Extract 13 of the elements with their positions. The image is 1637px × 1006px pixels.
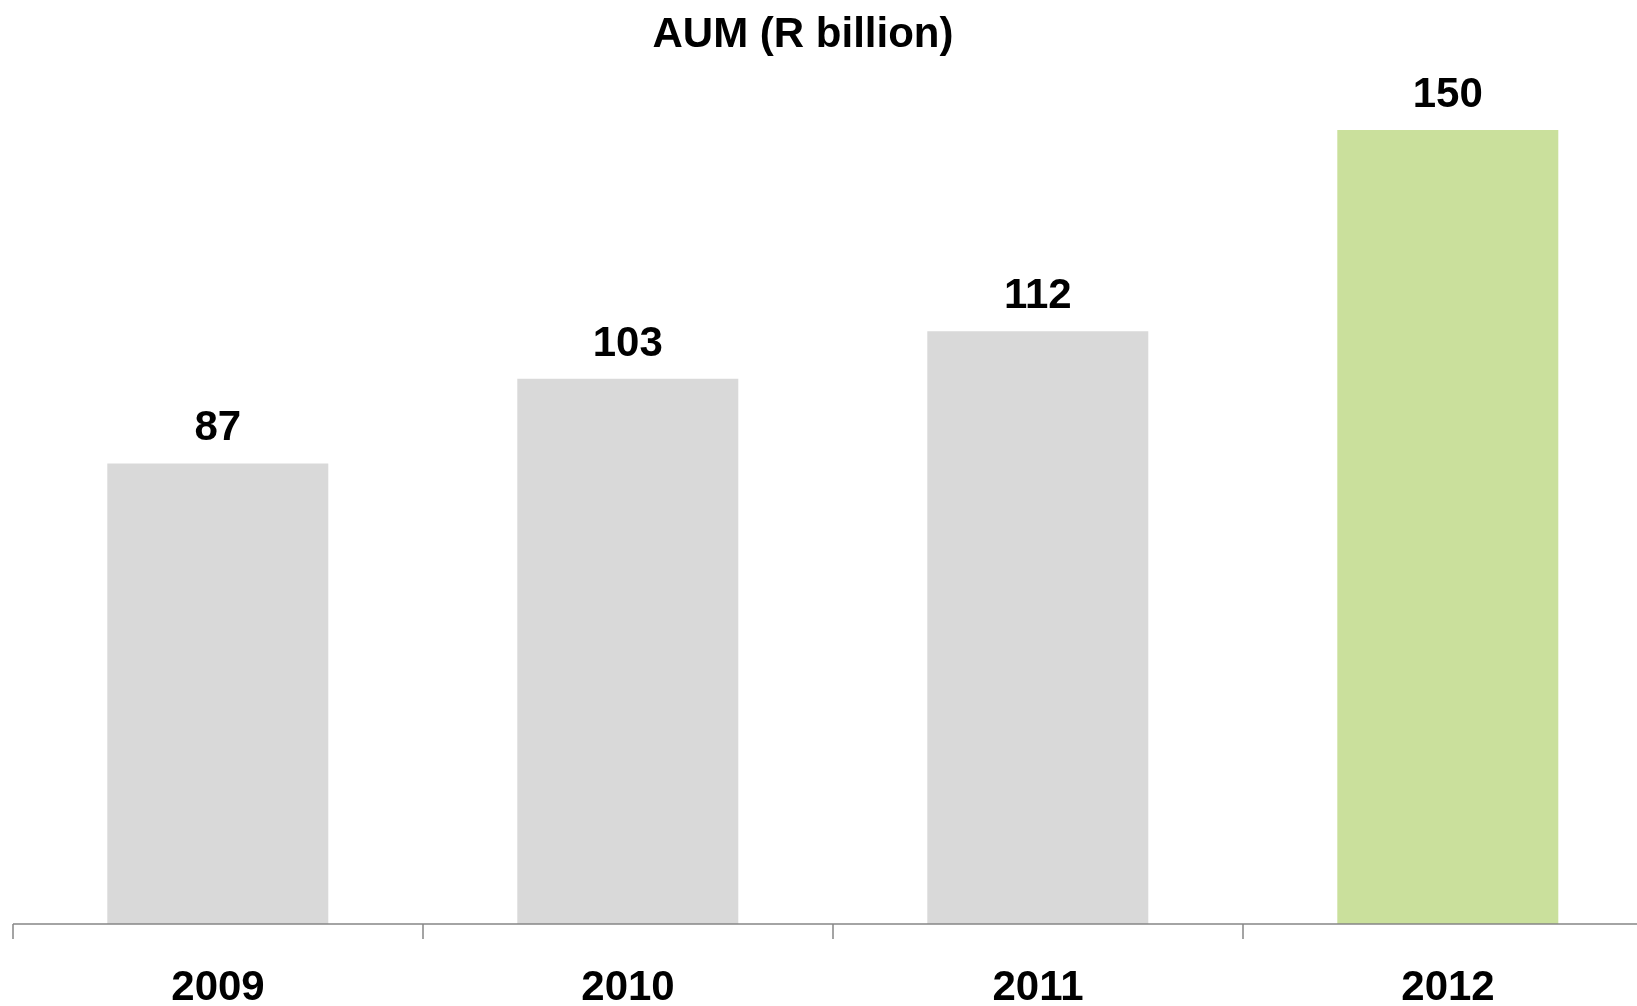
data-label: 150: [1412, 69, 1483, 116]
bar: [107, 463, 329, 924]
x-tick-label: 2012: [1401, 962, 1495, 1006]
data-label: 87: [194, 402, 242, 450]
bar: [1337, 130, 1559, 924]
data-label: 103: [592, 317, 663, 365]
data-label: 112: [1003, 270, 1072, 318]
bar: [517, 378, 739, 924]
x-tick-label: 2009: [171, 962, 265, 1006]
x-tick-label: 2010: [581, 962, 675, 1006]
x-tick-label: 2011: [992, 962, 1084, 1006]
bar: [927, 331, 1149, 924]
chart-title: AUM (R billion): [651, 9, 955, 56]
